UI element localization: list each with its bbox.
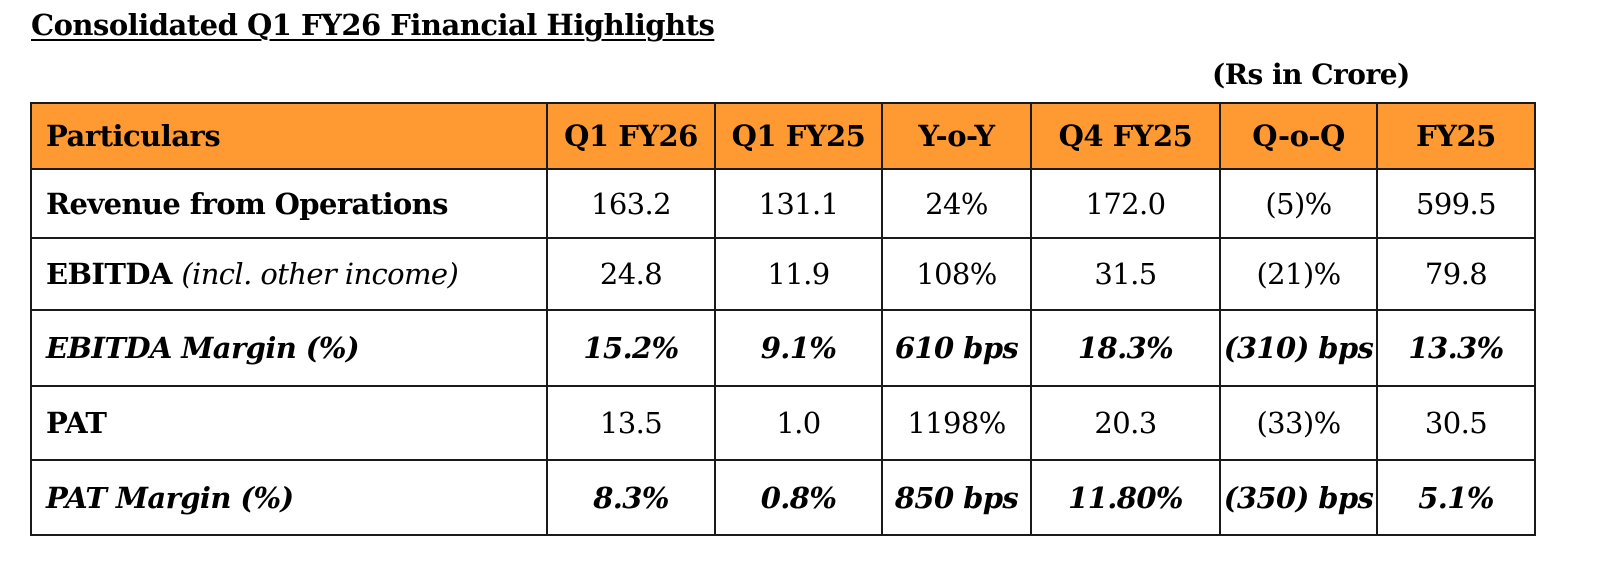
table-cell: 1.0 bbox=[714, 385, 883, 461]
table-cell: (350) bps bbox=[1219, 459, 1378, 536]
row-label: PAT bbox=[30, 385, 548, 461]
table-cell: 0.8% bbox=[714, 459, 883, 536]
table-cell: 30.5 bbox=[1376, 385, 1536, 461]
header-q1-fy25: Q1 FY25 bbox=[714, 102, 883, 170]
table-cell: (33)% bbox=[1219, 385, 1378, 461]
financial-highlights-table: Particulars Q1 FY26 Q1 FY25 Y-o-Y Q4 FY2… bbox=[30, 102, 1536, 536]
table-cell: 131.1 bbox=[714, 168, 883, 239]
table-cell: 13.5 bbox=[546, 385, 716, 461]
header-yoy: Y-o-Y bbox=[881, 102, 1032, 170]
document-title: Consolidated Q1 FY26 Financial Highlight… bbox=[31, 8, 715, 42]
row-label: EBITDA Margin (%) bbox=[30, 309, 548, 387]
table-cell: 13.3% bbox=[1376, 309, 1536, 387]
table-cell: 108% bbox=[881, 237, 1032, 311]
table-row-revenue: Revenue from Operations 163.2 131.1 24% … bbox=[30, 168, 1536, 239]
table-cell: 8.3% bbox=[546, 459, 716, 536]
table-cell: 850 bps bbox=[881, 459, 1032, 536]
table-cell: 1198% bbox=[881, 385, 1032, 461]
table-cell: 11.80% bbox=[1030, 459, 1221, 536]
row-label: PAT Margin (%) bbox=[30, 459, 548, 536]
row-label-main: EBITDA bbox=[46, 257, 172, 291]
table-cell: 610 bps bbox=[881, 309, 1032, 387]
table-cell: 172.0 bbox=[1030, 168, 1221, 239]
header-fy25: FY25 bbox=[1376, 102, 1536, 170]
table-cell: (310) bps bbox=[1219, 309, 1378, 387]
table-cell: 24% bbox=[881, 168, 1032, 239]
header-q1-fy26: Q1 FY26 bbox=[546, 102, 716, 170]
table-cell: (5)% bbox=[1219, 168, 1378, 239]
unit-note: (Rs in Crore) bbox=[1212, 58, 1410, 91]
table-row-pat-margin: PAT Margin (%) 8.3% 0.8% 850 bps 11.80% … bbox=[30, 459, 1536, 536]
table-row-ebitda-margin: EBITDA Margin (%) 15.2% 9.1% 610 bps 18.… bbox=[30, 309, 1536, 387]
table-cell: 24.8 bbox=[546, 237, 716, 311]
row-label: Revenue from Operations bbox=[30, 168, 548, 239]
table-row-ebitda: EBITDA (incl. other income) 24.8 11.9 10… bbox=[30, 237, 1536, 311]
table-cell: 5.1% bbox=[1376, 459, 1536, 536]
header-q4-fy25: Q4 FY25 bbox=[1030, 102, 1221, 170]
table-cell: 599.5 bbox=[1376, 168, 1536, 239]
header-particulars: Particulars bbox=[30, 102, 548, 170]
row-label-suffix: (incl. other income) bbox=[181, 257, 459, 291]
table-cell: 11.9 bbox=[714, 237, 883, 311]
table-cell: 79.8 bbox=[1376, 237, 1536, 311]
table-cell: 163.2 bbox=[546, 168, 716, 239]
table-cell: (21)% bbox=[1219, 237, 1378, 311]
table-cell: 18.3% bbox=[1030, 309, 1221, 387]
table-cell: 20.3 bbox=[1030, 385, 1221, 461]
table-cell: 31.5 bbox=[1030, 237, 1221, 311]
table-cell: 15.2% bbox=[546, 309, 716, 387]
table-row-pat: PAT 13.5 1.0 1198% 20.3 (33)% 30.5 bbox=[30, 385, 1536, 461]
table-header-row: Particulars Q1 FY26 Q1 FY25 Y-o-Y Q4 FY2… bbox=[30, 102, 1536, 170]
row-label: EBITDA (incl. other income) bbox=[30, 237, 548, 311]
header-qoq: Q-o-Q bbox=[1219, 102, 1378, 170]
table-cell: 9.1% bbox=[714, 309, 883, 387]
